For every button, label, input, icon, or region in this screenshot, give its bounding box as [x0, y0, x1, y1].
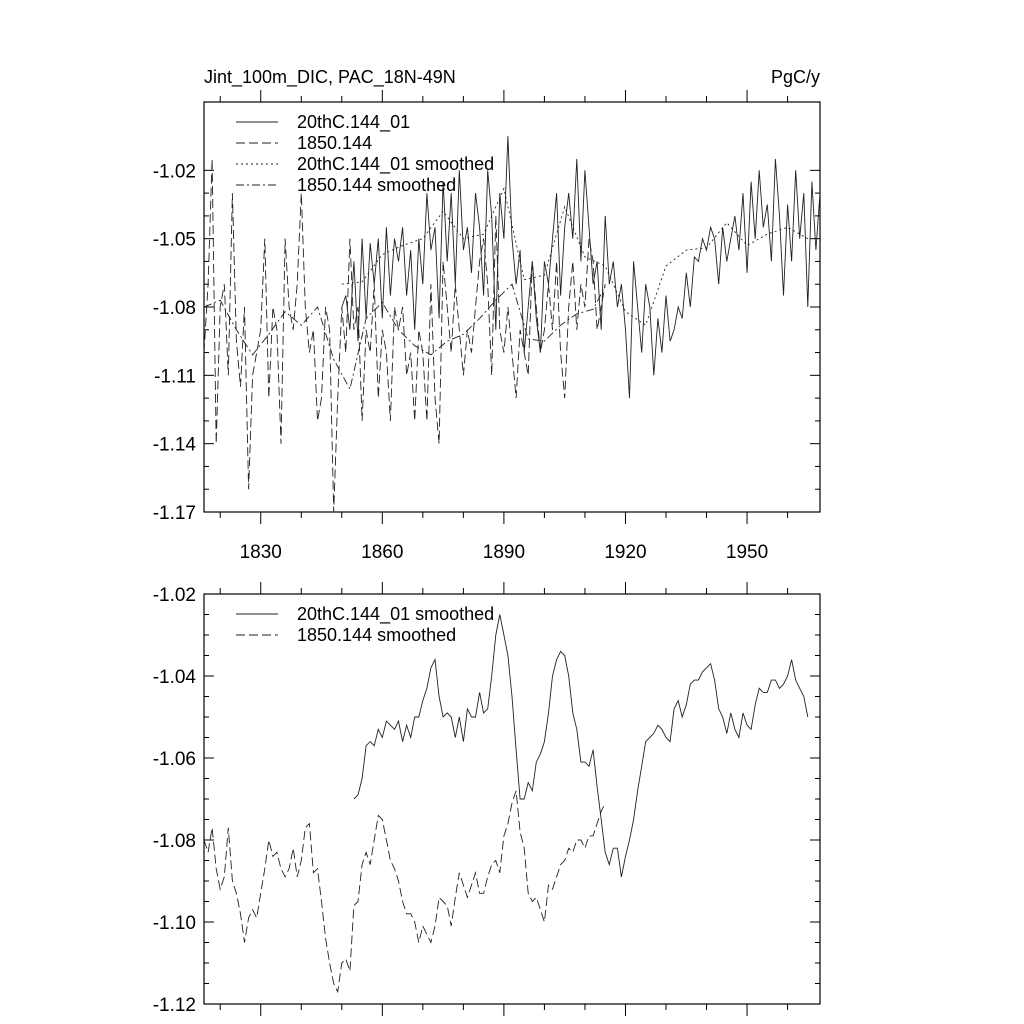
legend-label: 1850.144	[297, 133, 372, 153]
y-tick-label: -1.12	[153, 995, 196, 1016]
legend-label: 1850.144 smoothed	[297, 625, 456, 645]
series-line-1	[203, 158, 606, 513]
bottom-panel-frame	[203, 593, 821, 1005]
y-tick-label: -1.05	[153, 230, 196, 251]
y-tick-label: -1.08	[153, 298, 196, 319]
series-line-0	[341, 136, 821, 399]
top-panel-series	[203, 136, 821, 513]
y-tick-label: -1.04	[153, 667, 197, 688]
top-panel-units: PgC/y	[771, 67, 820, 87]
legend-label: 1850.144 smoothed	[297, 175, 456, 195]
series-line-3	[203, 283, 606, 391]
y-tick-label: -1.14	[153, 435, 197, 456]
bottom-panel-ticks: -1.02 -1.04 -1.06 -1.08 -1.10 -1.12	[153, 582, 820, 1016]
series-line-1	[203, 790, 606, 994]
top-panel-title: Jint_100m_DIC, PAC_18N-49N	[204, 67, 456, 88]
legend-label: 20thC.144_01 smoothed	[297, 604, 494, 625]
y-tick-label: -1.02	[153, 585, 196, 606]
y-tick-label: -1.10	[153, 913, 196, 934]
bottom-panel: -1.02 -1.04 -1.06 -1.08 -1.10 -1.12 20thC.144…	[153, 582, 821, 1016]
y-tick-label: -1.17	[153, 503, 196, 524]
legend-label: 20thC.144_01	[297, 112, 410, 133]
series-line-0	[353, 614, 809, 877]
top-panel: Jint_100m_DIC, PAC_18N-49N PgC/y -1.02-1…	[153, 67, 821, 563]
top-panel-ticks: -1.02 -1.05 -1.08 -1.11 -1.14 -1.17 1830 1860 18…	[153, 90, 820, 563]
x-tick-label: 1890	[483, 542, 525, 563]
y-tick-label: -1.11	[154, 366, 196, 387]
legend-label: 20thC.144_01 smoothed	[297, 154, 494, 175]
x-tick-label: 1830	[240, 542, 282, 563]
series-line-2	[341, 187, 809, 326]
y-tick-label: -1.08	[153, 831, 196, 852]
bottom-panel-series	[203, 614, 809, 994]
x-tick-label: 1860	[361, 542, 403, 563]
x-tick-label: 1920	[604, 542, 646, 563]
y-tick-label: -1.02	[153, 161, 196, 182]
y-tick-label: -1.06	[153, 749, 196, 770]
x-tick-label: 1950	[726, 542, 768, 563]
